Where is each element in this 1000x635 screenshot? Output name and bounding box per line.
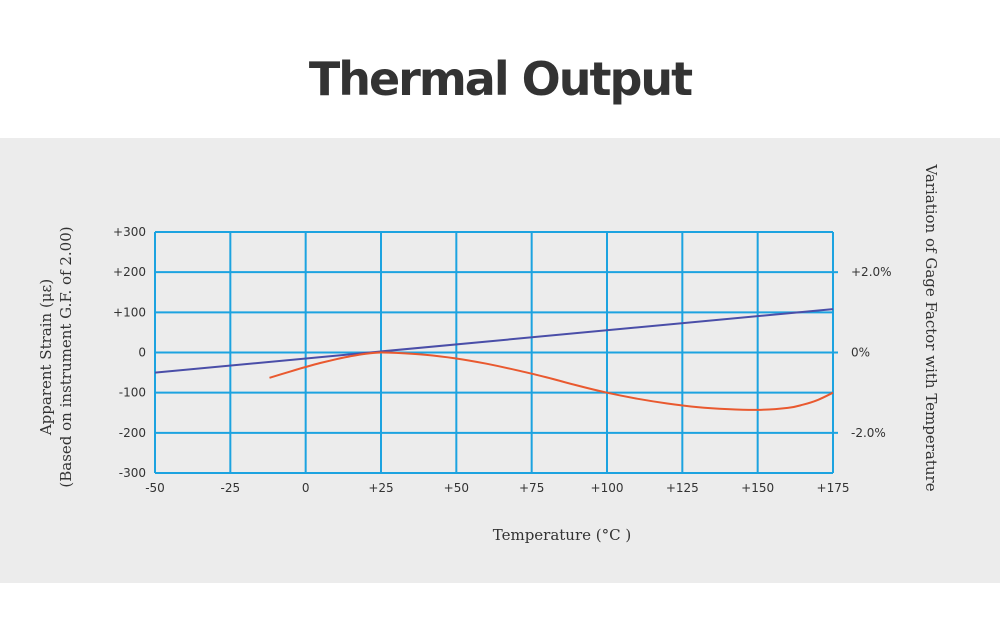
x-tick-label: -50 (145, 481, 165, 495)
x-tick-label: +25 (368, 481, 393, 495)
y2-tick-label: 0% (851, 346, 870, 360)
y2-tick-label: -2.0% (851, 426, 886, 440)
x-tick-label: +100 (591, 481, 624, 495)
y-tick-label: 0 (138, 346, 146, 360)
label-layer: -50 -25 0 +25 +50 +75 +100 +125 +150 +175 -300 -200… (37, 163, 940, 544)
x-tick-label: -25 (221, 481, 241, 495)
x-tick-label: +50 (444, 481, 469, 495)
gage_factor-line (154, 308, 834, 374)
x-tick-label: +75 (519, 481, 544, 495)
x-tick-label: +125 (666, 481, 699, 495)
page-title: Thermal Output (308, 52, 693, 106)
y-tick-label: +200 (113, 265, 146, 279)
x-tick-label: 0 (302, 481, 310, 495)
y-axis-title: Apparent Strain (με) (37, 279, 55, 436)
x-tick-label: +175 (817, 481, 850, 495)
x-tick-label: +150 (741, 481, 774, 495)
y2-tick-label: +2.0% (851, 265, 892, 279)
x-axis-title: Temperature (°C ) (493, 526, 632, 544)
grid-layer (154, 231, 838, 474)
y-tick-label: +100 (113, 305, 146, 319)
series-layer (154, 308, 834, 411)
y-axis-subtitle: (Based on instrument G.F. of 2.00) (57, 226, 75, 487)
thermal_output-line (269, 351, 834, 411)
y2-axis-title: Variation of Gage Factor with Temperatur… (922, 163, 940, 491)
y-tick-label: -100 (119, 386, 146, 400)
y-tick-label: -200 (119, 426, 146, 440)
y-tick-label: +300 (113, 225, 146, 239)
thermal-output-chart: -50 -25 0 +25 +50 +75 +100 +125 +150 +175 -300 -200… (37, 163, 940, 544)
y-tick-label: -300 (119, 466, 146, 480)
